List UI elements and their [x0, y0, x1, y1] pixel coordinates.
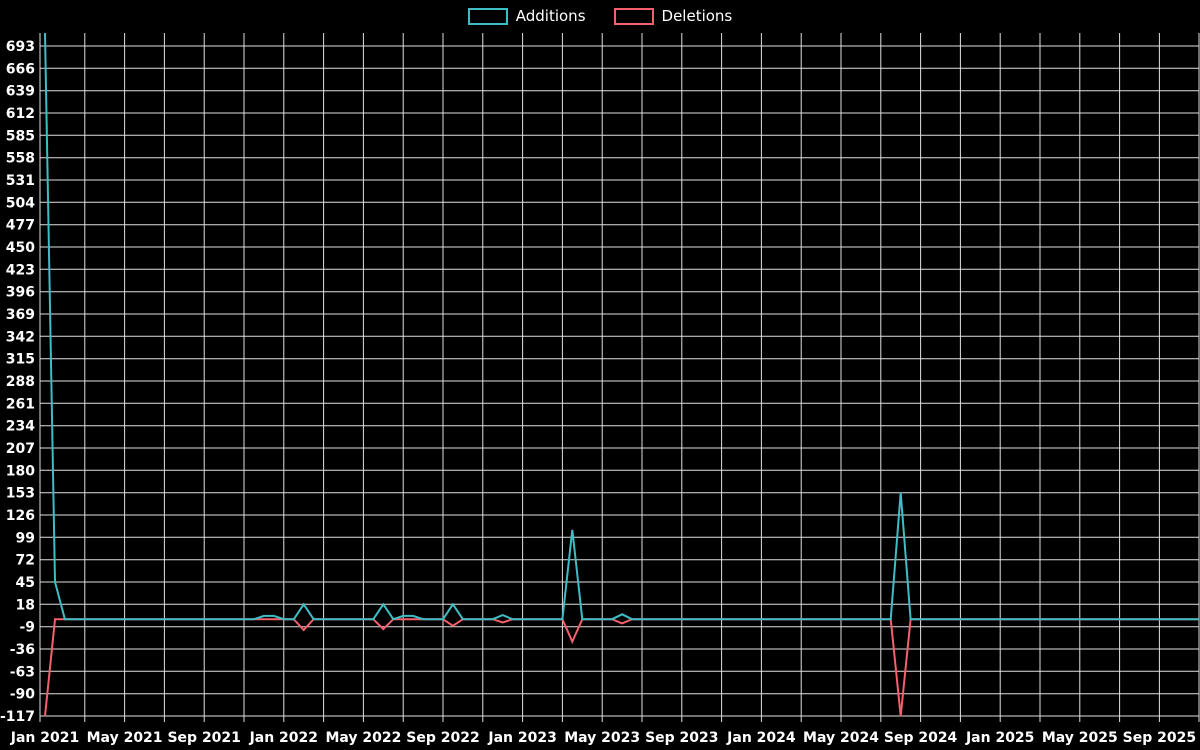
x-tick-label: May 2023 — [564, 730, 640, 746]
additions-line — [44, 32, 1199, 621]
y-tick-label: 342 — [6, 329, 35, 345]
y-tick-label: 639 — [6, 84, 35, 100]
y-tick-label: 585 — [6, 128, 35, 144]
x-tick-label: Sep 2024 — [884, 730, 958, 746]
y-tick-label: 423 — [6, 262, 35, 278]
additions-legend-label: Additions — [515, 7, 586, 25]
y-tick-label: -9 — [19, 620, 35, 636]
x-tick-label: May 2021 — [87, 730, 163, 746]
y-tick-label: 666 — [6, 61, 35, 77]
y-tick-label: 315 — [6, 352, 35, 368]
legend-item-deletions[interactable]: Deletions — [613, 7, 733, 25]
deletions-legend-label: Deletions — [661, 7, 733, 25]
deletions-line — [44, 618, 1199, 717]
chart-legend: Additions Deletions — [0, 7, 1200, 25]
x-tick-label: May 2022 — [325, 730, 401, 746]
y-tick-label: -90 — [10, 687, 36, 703]
y-tick-label: -117 — [0, 709, 35, 725]
gridlines — [39, 33, 1200, 722]
y-tick-label: 99 — [16, 530, 35, 546]
y-tick-label: 477 — [6, 218, 35, 234]
y-tick-label: 45 — [16, 575, 35, 591]
legend-item-additions[interactable]: Additions — [467, 7, 586, 25]
y-tick-label: 180 — [6, 463, 35, 479]
y-tick-label: 153 — [6, 486, 35, 502]
additions-swatch-icon — [467, 7, 508, 25]
y-tick-label: 18 — [16, 597, 35, 613]
x-tick-label: Jan 2022 — [249, 730, 318, 746]
y-tick-label: 531 — [6, 173, 35, 189]
y-tick-label: -63 — [10, 664, 35, 680]
y-tick-label: -36 — [10, 642, 35, 658]
x-axis-labels: Jan 2021 May 2021 Sep 2021 Jan 2022 May 2022… — [10, 730, 1196, 746]
y-tick-label: 558 — [6, 151, 35, 167]
y-tick-label: 612 — [6, 106, 35, 122]
y-tick-label: 207 — [6, 441, 35, 457]
x-tick-label: Sep 2023 — [645, 730, 718, 746]
x-tick-label: Jan 2021 — [10, 730, 79, 746]
y-axis-labels: 693 666 639 612 585 558 531 504 477 450 423 396 369 3… — [0, 39, 35, 725]
y-tick-label: 126 — [6, 508, 35, 524]
y-tick-label: 234 — [6, 419, 35, 435]
x-tick-label: Sep 2025 — [1123, 730, 1196, 746]
y-tick-label: 693 — [6, 39, 35, 55]
x-tick-label: May 2025 — [1042, 730, 1118, 746]
x-tick-label: May 2024 — [803, 730, 879, 746]
y-tick-label: 72 — [16, 553, 35, 569]
x-tick-label: Sep 2022 — [406, 730, 479, 746]
x-tick-label: Sep 2021 — [167, 730, 240, 746]
x-tick-label: Jan 2025 — [965, 730, 1034, 746]
y-tick-label: 369 — [6, 307, 35, 323]
y-tick-label: 396 — [6, 285, 35, 301]
y-tick-label: 261 — [6, 396, 35, 412]
x-tick-label: Jan 2024 — [726, 730, 796, 746]
y-tick-label: 504 — [6, 195, 35, 211]
y-tick-label: 288 — [6, 374, 35, 390]
x-tick-label: Jan 2023 — [487, 730, 556, 746]
y-tick-label: 450 — [6, 240, 35, 256]
deletions-swatch-icon — [613, 7, 654, 25]
